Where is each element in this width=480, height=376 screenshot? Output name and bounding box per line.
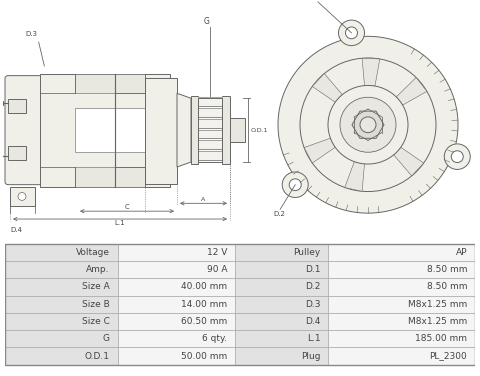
Text: D.2: D.2: [305, 282, 320, 291]
Circle shape: [451, 151, 463, 162]
Bar: [328, 278, 475, 296]
Bar: [235, 296, 328, 313]
Bar: [8, 146, 26, 160]
Bar: [328, 330, 475, 347]
Text: G: G: [103, 334, 109, 343]
Bar: [328, 244, 475, 261]
Bar: [118, 330, 235, 347]
Text: 40.00 mm: 40.00 mm: [181, 282, 227, 291]
Polygon shape: [396, 77, 427, 105]
Bar: [115, 74, 170, 186]
Bar: [235, 313, 328, 330]
Bar: [328, 296, 475, 313]
Text: D.3: D.3: [305, 300, 320, 309]
Text: D.4: D.4: [305, 317, 320, 326]
Circle shape: [328, 85, 408, 164]
Bar: [5, 313, 118, 330]
Bar: [40, 74, 115, 186]
Circle shape: [338, 20, 364, 45]
Bar: [8, 99, 26, 113]
Text: PL_2300: PL_2300: [430, 352, 468, 361]
Text: 60.50 mm: 60.50 mm: [181, 317, 227, 326]
Text: 8.50 mm: 8.50 mm: [427, 282, 468, 291]
Bar: [10, 186, 35, 206]
Circle shape: [300, 58, 436, 191]
Text: 50.00 mm: 50.00 mm: [181, 352, 227, 361]
Text: M8x1.25 mm: M8x1.25 mm: [408, 300, 468, 309]
Text: O.D.1: O.D.1: [84, 352, 109, 361]
Bar: [118, 296, 235, 313]
Text: Voltage: Voltage: [76, 248, 109, 257]
Text: Size B: Size B: [82, 300, 109, 309]
Circle shape: [444, 144, 470, 170]
Bar: [222, 96, 230, 164]
Text: D.1: D.1: [305, 265, 320, 274]
Text: G: G: [204, 17, 210, 26]
Text: Size A: Size A: [82, 282, 109, 291]
Text: D.4: D.4: [10, 227, 22, 233]
Bar: [5, 261, 118, 278]
Bar: [118, 261, 235, 278]
Polygon shape: [312, 74, 342, 102]
Bar: [5, 347, 118, 365]
Polygon shape: [177, 93, 191, 167]
Text: 8.50 mm: 8.50 mm: [427, 265, 468, 274]
Bar: [118, 244, 235, 261]
Bar: [328, 347, 475, 365]
Text: L.1: L.1: [115, 220, 125, 226]
Bar: [235, 330, 328, 347]
Text: O.D.1: O.D.1: [251, 128, 268, 133]
Text: 12 V: 12 V: [207, 248, 227, 257]
Text: Size C: Size C: [82, 317, 109, 326]
Bar: [5, 296, 118, 313]
Text: D.2: D.2: [273, 211, 285, 217]
Polygon shape: [362, 58, 380, 86]
Text: 6 qty.: 6 qty.: [202, 334, 227, 343]
Text: D.3: D.3: [25, 31, 37, 37]
Text: Amp.: Amp.: [86, 265, 109, 274]
Polygon shape: [345, 162, 364, 191]
Circle shape: [340, 97, 396, 152]
Text: 185.00 mm: 185.00 mm: [415, 334, 468, 343]
Bar: [235, 347, 328, 365]
Polygon shape: [304, 138, 335, 163]
FancyBboxPatch shape: [5, 76, 43, 185]
Bar: [5, 278, 118, 296]
Text: Plug: Plug: [301, 352, 320, 361]
Circle shape: [18, 193, 26, 200]
Bar: [230, 118, 245, 143]
Text: A: A: [201, 197, 205, 202]
Bar: [198, 98, 222, 162]
Text: C: C: [125, 204, 130, 210]
Bar: [5, 244, 118, 261]
Bar: [118, 347, 235, 365]
Bar: [235, 261, 328, 278]
Bar: [328, 313, 475, 330]
Bar: [191, 96, 198, 164]
Text: Pulley: Pulley: [293, 248, 320, 257]
Bar: [5, 330, 118, 347]
Text: AP: AP: [456, 248, 468, 257]
Circle shape: [282, 172, 308, 197]
Bar: [75, 108, 145, 152]
Bar: [328, 261, 475, 278]
Text: L.1: L.1: [307, 334, 320, 343]
Polygon shape: [150, 108, 170, 152]
Bar: [118, 313, 235, 330]
Circle shape: [346, 27, 358, 39]
Text: 90 A: 90 A: [207, 265, 227, 274]
Bar: [145, 77, 177, 183]
Polygon shape: [394, 147, 424, 176]
Bar: [235, 278, 328, 296]
Circle shape: [360, 117, 376, 133]
Bar: [75, 74, 145, 93]
Text: D.1: D.1: [316, 0, 328, 1]
Bar: [118, 278, 235, 296]
Text: 14.00 mm: 14.00 mm: [181, 300, 227, 309]
Polygon shape: [278, 36, 458, 213]
Bar: [235, 244, 328, 261]
Circle shape: [289, 179, 301, 191]
Bar: [75, 167, 145, 186]
Text: M8x1.25 mm: M8x1.25 mm: [408, 317, 468, 326]
